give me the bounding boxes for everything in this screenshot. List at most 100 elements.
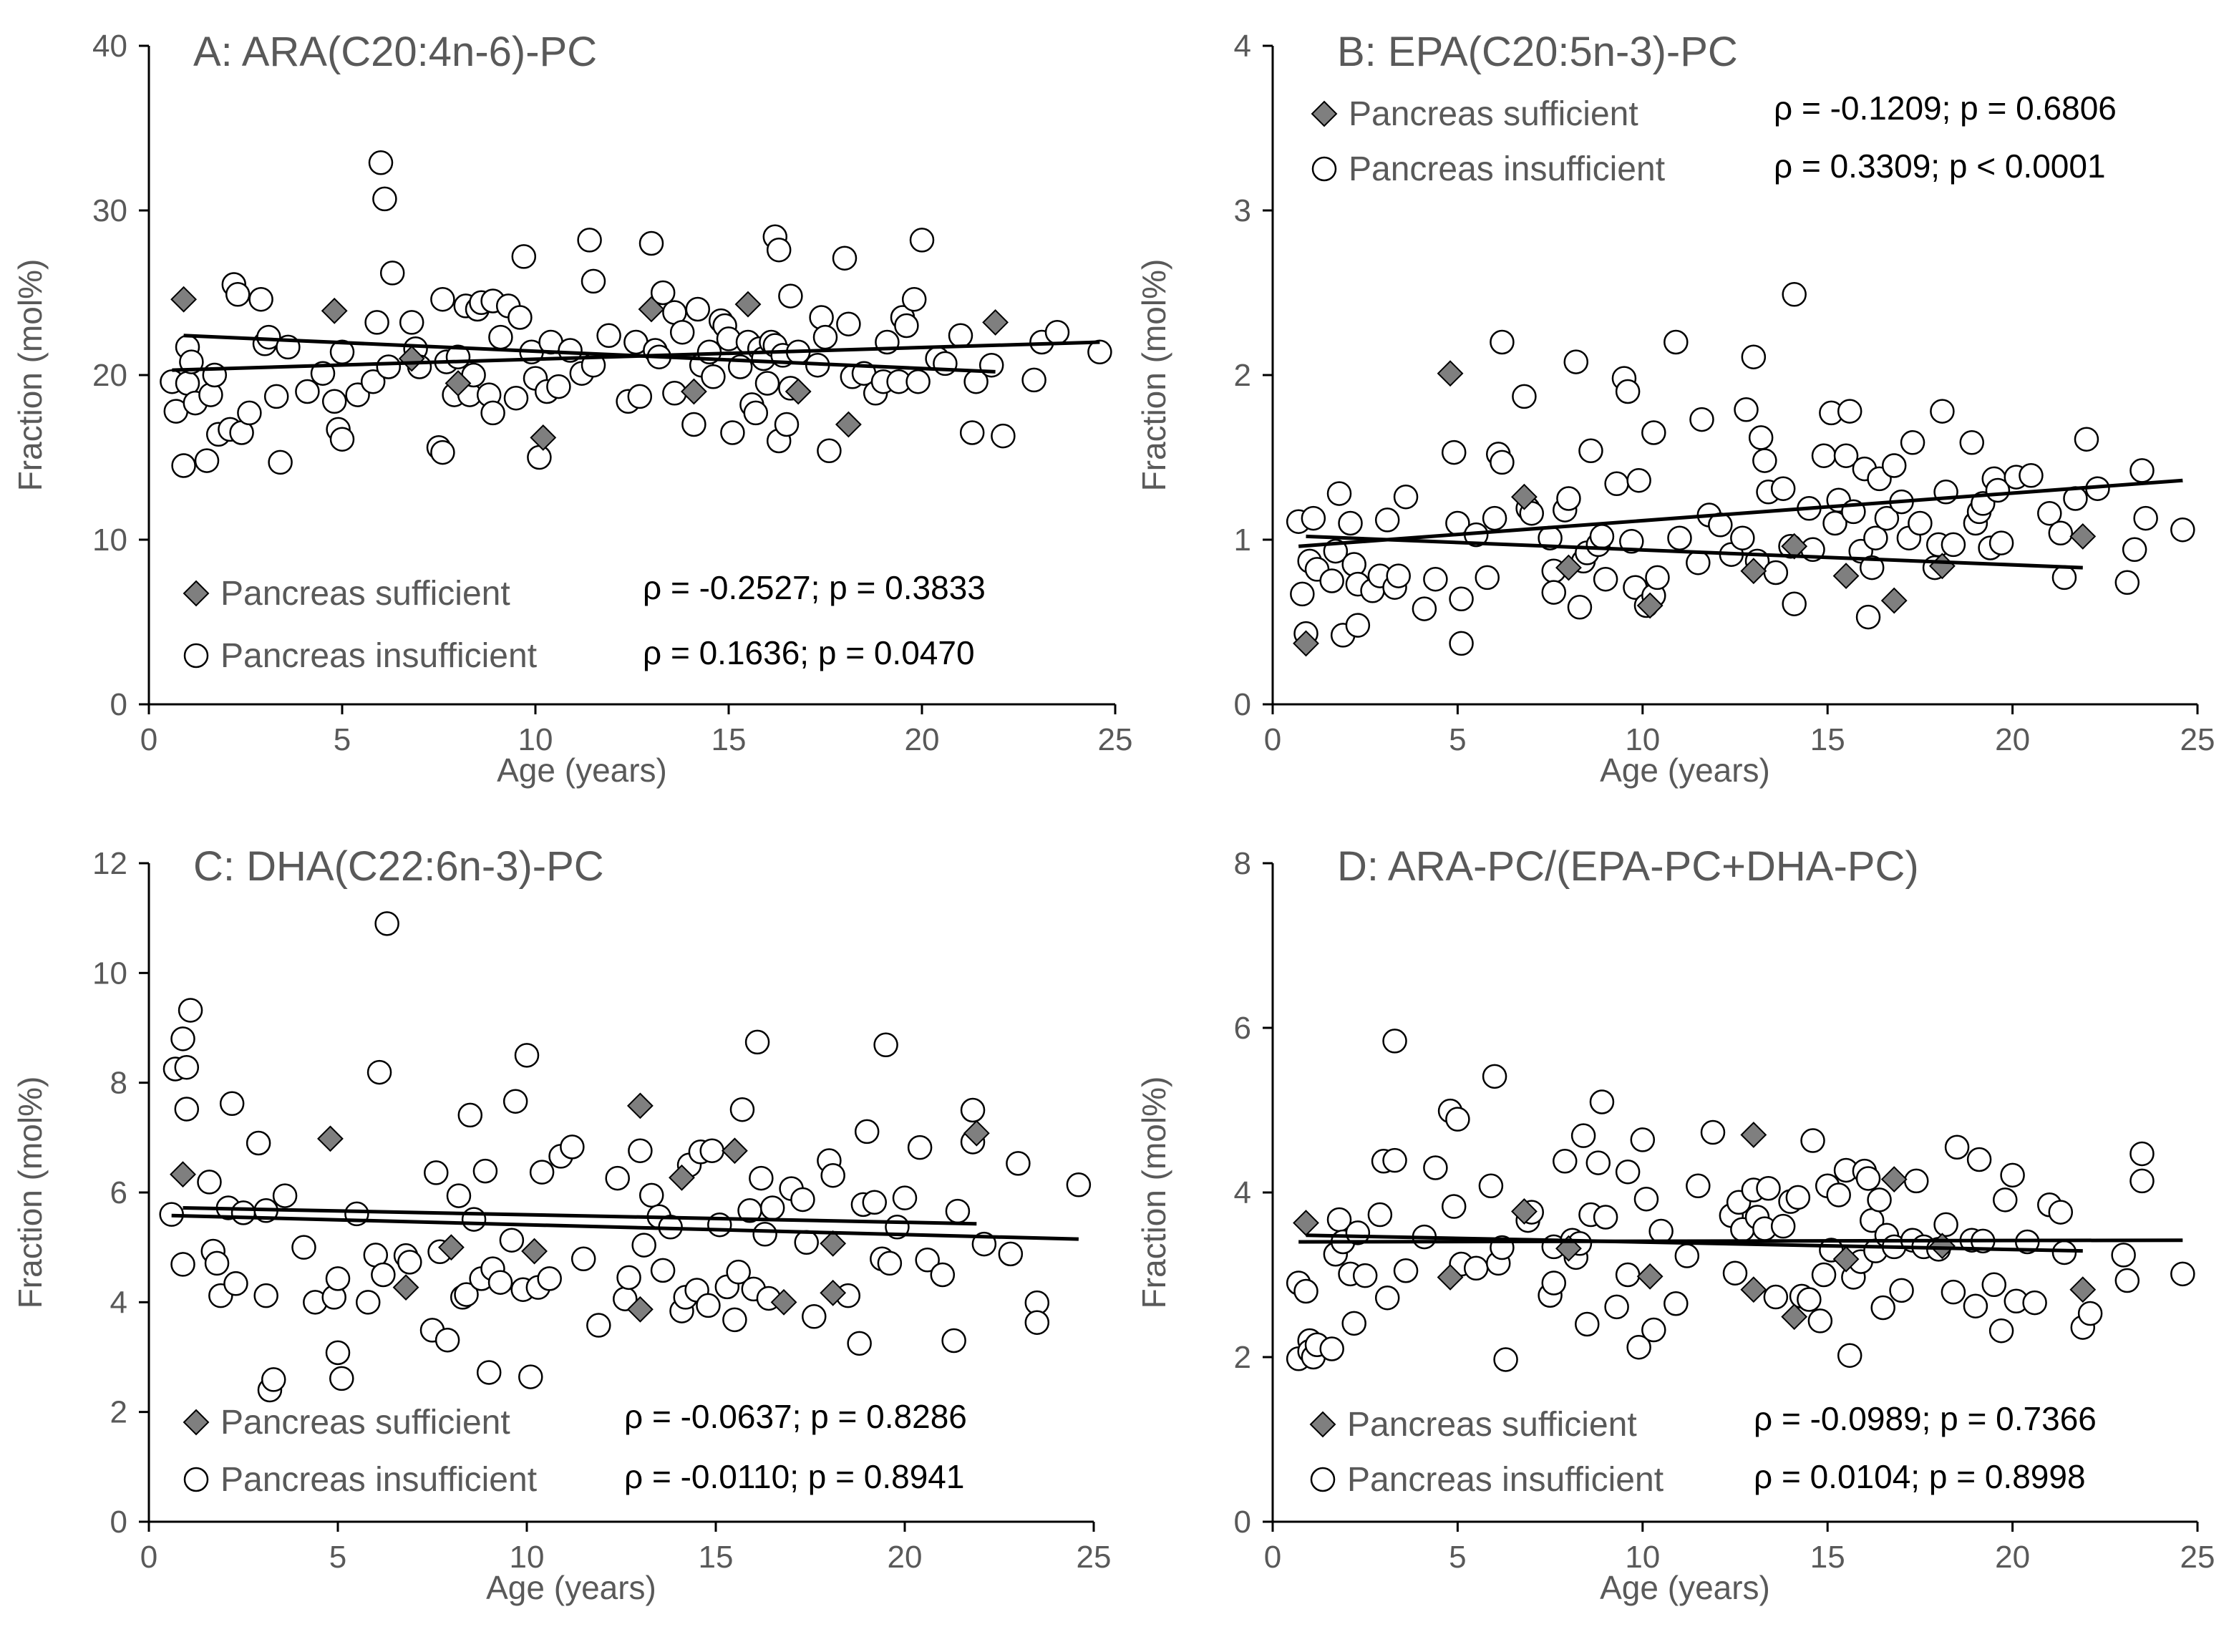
legend-marker-insufficient — [1311, 156, 1337, 182]
data-point-insufficient — [507, 305, 533, 330]
data-point-insufficient — [461, 1207, 487, 1232]
data-point-sufficient — [1880, 1166, 1908, 1193]
data-point-sufficient — [2069, 523, 2097, 550]
data-point-insufficient — [368, 150, 394, 175]
data-point-insufficient — [204, 1250, 230, 1276]
data-point-insufficient — [873, 1032, 898, 1058]
data-point-insufficient — [1345, 1220, 1371, 1245]
data-point-insufficient — [1449, 586, 1474, 612]
data-point-insufficient — [596, 323, 621, 349]
data-point-insufficient — [1541, 1270, 1567, 1296]
data-point-sufficient — [392, 1274, 419, 1301]
y-axis-title: Fraction (mol%) — [11, 259, 49, 492]
data-point-insufficient — [1800, 1128, 1825, 1153]
data-point-insufficient — [1475, 565, 1500, 591]
data-point-insufficient — [1338, 510, 1363, 536]
data-point-insufficient — [790, 1187, 815, 1213]
data-point-insufficient — [1367, 1202, 1393, 1228]
data-point-insufficient — [1867, 1187, 1892, 1213]
data-point-insufficient — [802, 1304, 827, 1329]
x-tick-label: 20 — [1995, 722, 2030, 757]
panel-title: A: ARA(C20:4n-6)-PC — [193, 29, 597, 75]
data-point-insufficient — [1855, 604, 1881, 630]
data-point-insufficient — [1374, 1285, 1400, 1311]
data-point-insufficient — [219, 1091, 245, 1117]
data-point-insufficient — [558, 338, 583, 363]
data-point-insufficient — [948, 323, 973, 349]
panel-title: C: DHA(C22:6n-3)-PC — [193, 843, 604, 890]
data-point-sufficient — [437, 1234, 465, 1261]
legend: Pancreas sufficient Pancreas insufficient… — [183, 1398, 967, 1499]
y-tick-label: 4 — [1234, 29, 1251, 64]
trendline-sufficient — [183, 334, 996, 374]
data-point-insufficient — [237, 400, 262, 426]
data-point-insufficient — [1981, 1272, 2007, 1298]
data-point-insufficient — [2122, 537, 2147, 563]
legend-marker-insufficient — [1310, 1467, 1336, 1492]
trendline-sufficient — [1306, 534, 2083, 570]
data-point-insufficient — [1482, 1064, 1507, 1089]
data-point-insufficient — [1785, 1185, 1811, 1210]
data-point-insufficient — [430, 286, 455, 312]
data-point-insufficient — [503, 385, 529, 411]
legend-label-insufficient: Pancreas insufficient — [220, 1461, 537, 1499]
series-pancreas-sufficient — [170, 286, 1009, 451]
data-point-insufficient — [1293, 1278, 1318, 1304]
data-point-sufficient — [530, 424, 557, 451]
stat-sufficient: ρ = -0.0989; p = 0.7366 — [1754, 1400, 2097, 1437]
data-point-insufficient — [457, 1102, 483, 1128]
x-tick-label: 10 — [510, 1540, 545, 1575]
data-point-insufficient — [518, 1364, 543, 1389]
y-tick-label: 12 — [92, 846, 127, 881]
y-axis-title: Fraction (mol%) — [1135, 1077, 1172, 1309]
data-point-sufficient — [1832, 563, 1860, 590]
panel-b: 0 1 2 3 4 0 5 10 15 20 25 Age (years) Fraction (mol%… — [1135, 29, 2215, 789]
data-point-insufficient — [1441, 1194, 1467, 1219]
data-point-insufficient — [476, 1360, 502, 1385]
data-point-insufficient — [1903, 1168, 1929, 1194]
data-point-sufficient — [1437, 360, 1464, 387]
data-point-sufficient — [680, 378, 707, 405]
data-point-insufficient — [1944, 1134, 1970, 1160]
trendline-insufficient — [1298, 1238, 2183, 1244]
data-point-sufficient — [638, 296, 665, 323]
data-point-insufficient — [1478, 1173, 1504, 1199]
data-point-insufficient — [321, 389, 347, 414]
y-tick-label: 10 — [92, 523, 127, 558]
series-pancreas-insufficient — [159, 911, 1092, 1403]
data-point-insufficient — [480, 400, 505, 426]
data-point-insufficient — [909, 228, 935, 253]
data-point-insufficient — [374, 911, 399, 936]
data-point-insufficient — [2133, 505, 2158, 531]
data-point-insufficient — [809, 305, 834, 330]
x-tick-label: 5 — [1449, 722, 1466, 757]
data-point-insufficient — [699, 1138, 724, 1163]
data-point-insufficient — [1770, 476, 1796, 501]
data-point-insufficient — [1626, 1334, 1651, 1360]
stat-sufficient: ρ = -0.0637; p = 0.8286 — [624, 1398, 967, 1435]
y-tick-label: 0 — [1234, 687, 1251, 722]
data-point-insufficient — [1490, 329, 1515, 355]
data-point-insufficient — [1900, 430, 1925, 455]
data-point-insufficient — [1445, 1107, 1470, 1132]
data-point-insufficient — [170, 1026, 195, 1051]
data-point-insufficient — [430, 439, 455, 465]
legend-marker-sufficient — [1309, 1411, 1336, 1438]
data-point-insufficient — [1941, 532, 1966, 558]
data-point-insufficient — [1763, 560, 1789, 586]
data-point-sufficient — [521, 1238, 548, 1265]
data-point-insufficient — [812, 324, 838, 350]
data-point-insufficient — [1341, 1311, 1366, 1336]
data-point-insufficient — [171, 453, 196, 478]
data-point-insufficient — [1449, 631, 1474, 656]
data-point-insufficient — [1563, 349, 1589, 374]
data-point-insufficient — [1493, 1347, 1518, 1372]
data-point-insufficient — [1006, 1151, 1031, 1176]
data-point-insufficient — [1021, 367, 1046, 393]
y-tick-label: 0 — [110, 687, 127, 722]
data-point-insufficient — [225, 282, 251, 307]
data-point-insufficient — [832, 246, 858, 271]
data-point-insufficient — [1463, 1255, 1489, 1281]
data-point-sufficient — [1781, 1303, 1808, 1331]
